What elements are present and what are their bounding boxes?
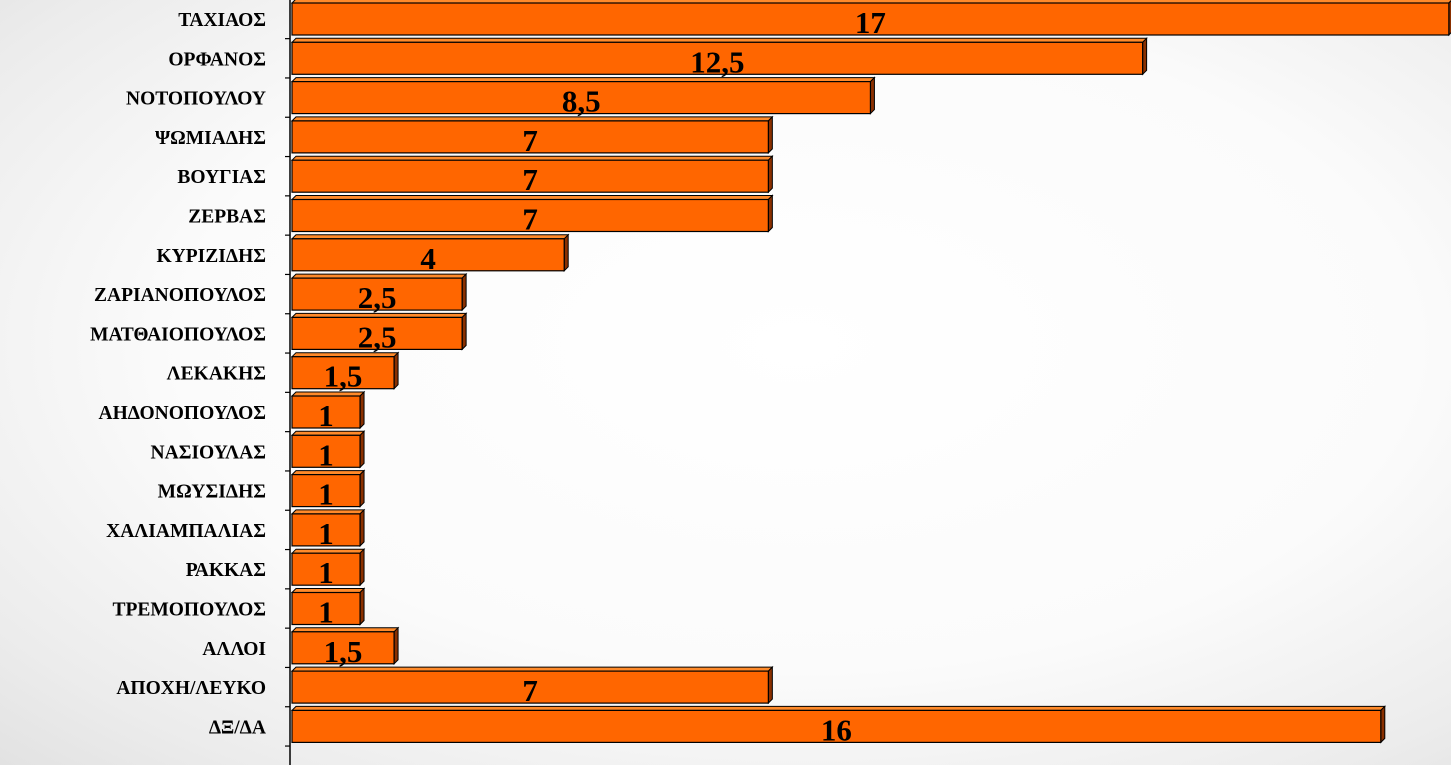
bar xyxy=(291,41,1144,75)
category-label: ΟΡΦΑΝΟΣ xyxy=(168,49,266,70)
bar-side-face xyxy=(461,312,467,351)
bar-top-face xyxy=(290,273,468,279)
category-label: ΛΕΚΑΚΗΣ xyxy=(167,364,266,385)
data-label: 1 xyxy=(318,437,334,472)
category-label: ΨΩΜΙΑΔΗΣ xyxy=(155,128,266,149)
data-label: 1 xyxy=(318,516,334,551)
category-label: ΔΞ/ΔΑ xyxy=(209,717,266,738)
data-label: 8,5 xyxy=(562,84,601,119)
bar xyxy=(291,277,463,311)
bar xyxy=(291,238,565,272)
category-label: ΤΡΕΜΟΠΟΥΛΟΣ xyxy=(112,600,266,621)
bars-layer xyxy=(290,0,1451,744)
bar xyxy=(291,80,872,115)
category-label: ΤΑΧΙΑΟΣ xyxy=(178,10,266,31)
data-label: 1,5 xyxy=(324,359,363,394)
data-label: 1 xyxy=(318,398,334,433)
data-label: 1,5 xyxy=(324,634,363,669)
data-label: 4 xyxy=(420,241,436,276)
bar xyxy=(291,474,361,508)
bar xyxy=(291,316,463,350)
bar xyxy=(291,513,361,547)
data-label: 1 xyxy=(318,595,334,630)
data-label: 12,5 xyxy=(690,44,744,79)
category-label: ΡΑΚΚΑΣ xyxy=(186,560,266,581)
category-label: ΒΟΥΓΙΑΣ xyxy=(177,167,266,188)
data-label: 16 xyxy=(821,712,852,747)
axis-layer xyxy=(285,0,291,765)
bar xyxy=(291,670,769,704)
category-label: ΝΑΣΙΟΥΛΑΣ xyxy=(151,442,266,463)
data-label: 2,5 xyxy=(358,280,397,315)
bar xyxy=(291,395,361,429)
data-label: 17 xyxy=(855,5,886,40)
bar xyxy=(291,434,361,468)
bar xyxy=(291,709,1382,744)
category-label: ΝΟΤΟΠΟΥΛΟΥ xyxy=(126,89,266,110)
bar xyxy=(291,198,769,233)
category-label: ΧΑΛΙΑΜΠΑΛΙΑΣ xyxy=(106,521,266,542)
bar xyxy=(291,552,361,586)
category-label: ΑΠΟΧΗ/ΛΕΥΚΟ xyxy=(116,678,266,699)
data-label: 7 xyxy=(522,123,538,158)
category-label: ΖΕΡΒΑΣ xyxy=(188,207,266,228)
category-label: ΜΑΤΘΑΙΟΠΟΥΛΟΣ xyxy=(90,324,266,345)
data-label: 1 xyxy=(318,555,334,590)
data-label: 7 xyxy=(522,162,538,197)
data-label: 7 xyxy=(522,673,538,708)
bar xyxy=(291,356,395,390)
category-labels: ΤΑΧΙΑΟΣ ΟΡΦΑΝΟΣ ΝΟΤΟΠΟΥΛΟΥ ΨΩΜΙΑΔΗΣ ΒΟΥΓΙΑΣ Ζ… xyxy=(90,10,266,738)
bar xyxy=(291,2,1450,36)
category-label: ΖΑΡΙΑΝΟΠΟΥΛΟΣ xyxy=(94,285,266,306)
category-label: ΜΩΥΣΙΔΗΣ xyxy=(158,482,266,503)
bar xyxy=(291,120,769,154)
data-label: 1 xyxy=(318,477,334,512)
bar xyxy=(291,159,769,193)
bar-side-face xyxy=(461,272,467,312)
data-label: 7 xyxy=(522,202,538,237)
bar-side-face xyxy=(393,626,399,666)
bar xyxy=(291,631,395,665)
bar xyxy=(291,591,361,626)
data-label: 2,5 xyxy=(358,319,397,354)
bar-side-face xyxy=(393,351,399,390)
category-label: ΚΥΡΙΖΙΔΗΣ xyxy=(157,246,267,267)
value-labels: 17 12,5 8,5 7 7 7 4 2,5 2,5 1,5 1 1 1 1 1 1 1,5 7 16 xyxy=(318,5,886,747)
category-label: ΑΛΛΟΙ xyxy=(202,639,266,660)
category-label: ΑΗΔΟΝΟΠΟΥΛΟΣ xyxy=(99,403,267,424)
